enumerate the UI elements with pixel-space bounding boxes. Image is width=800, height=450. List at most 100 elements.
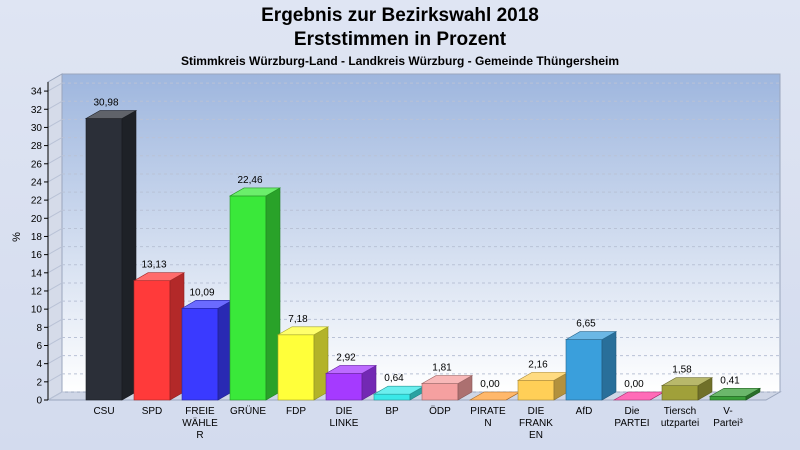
- bar-front: [517, 380, 555, 401]
- bar-front: [277, 334, 315, 401]
- x-tick-label: DIE FRANK EN: [519, 406, 553, 441]
- gridline-side: [47, 264, 63, 274]
- x-tick-label: DIE LINKE: [330, 406, 359, 429]
- bar-top: [132, 272, 186, 282]
- data-label: 2,16: [528, 359, 548, 370]
- x-tick-label: CSU: [93, 406, 114, 417]
- data-label: 6,65: [576, 319, 596, 330]
- data-label: 10,09: [189, 287, 214, 298]
- x-tick-label: BP: [385, 406, 399, 417]
- bar-front: [133, 280, 171, 401]
- data-label: 7,18: [288, 314, 308, 325]
- y-axis-label: %: [11, 232, 23, 242]
- data-label: 0,41: [720, 375, 740, 386]
- bar-top: [660, 377, 714, 386]
- data-label: 30,98: [93, 98, 118, 109]
- gridline-side: [47, 209, 63, 219]
- bar-front: [421, 383, 459, 401]
- bar: [276, 326, 330, 401]
- y-tick-label: 26: [31, 159, 43, 170]
- chart-title-line-2: Erststimmen in Prozent: [293, 29, 507, 50]
- bar: [372, 385, 426, 401]
- bar: [228, 187, 282, 401]
- chart-subtitle: Stimmkreis Würzburg-Land - Landkreis Wür…: [180, 54, 620, 68]
- data-label: 1,58: [672, 365, 692, 376]
- data-label: 1,81: [432, 363, 452, 374]
- gridline-side: [47, 318, 63, 328]
- bar: [324, 364, 378, 401]
- y-tick-label: 14: [31, 268, 43, 279]
- data-label: 0,00: [480, 379, 500, 390]
- bar-front: [181, 308, 219, 401]
- x-tick-label: V-Partei³: [713, 406, 743, 429]
- y-tick-label: 12: [31, 286, 43, 297]
- x-tick-label: Tiersch utzpartei: [661, 406, 699, 429]
- y-tick-label: 34: [31, 87, 43, 98]
- data-label: 13,13: [141, 260, 166, 271]
- y-tick-label: 0: [36, 396, 42, 407]
- gridline-side: [47, 173, 63, 183]
- gridline-side: [47, 337, 63, 346]
- bar-front: [229, 195, 267, 401]
- bar: [132, 272, 186, 401]
- bar-top: [708, 387, 762, 397]
- y-tick-label: 8: [36, 323, 42, 334]
- bar-top: [564, 331, 618, 340]
- x-tick-label: ÖDP: [429, 405, 451, 417]
- bar-top: [228, 187, 282, 197]
- y-tick-label: 20: [31, 214, 43, 225]
- gridline-side: [47, 82, 63, 92]
- y-tick-label: 32: [31, 105, 43, 116]
- x-tick-label: FREIE WÄHLE R: [182, 406, 218, 441]
- gridline-side: [47, 300, 63, 310]
- bar-top: [276, 326, 330, 336]
- x-tick-label: GRÜNE: [230, 405, 266, 417]
- bar: [564, 331, 618, 401]
- x-tick-label: AfD: [576, 406, 593, 417]
- bar-front: [565, 339, 603, 401]
- bar-top: [84, 110, 138, 119]
- y-tick-label: 4: [36, 359, 42, 370]
- x-tick-label: SPD: [142, 406, 163, 417]
- gridline-side: [47, 355, 63, 365]
- bar-front: [709, 395, 747, 401]
- x-tick-label: Die PARTEI: [614, 406, 649, 429]
- x-tick-label: PIRATE N: [470, 406, 506, 429]
- gridline-side: [47, 373, 63, 383]
- gridline-side: [47, 246, 63, 256]
- bar-front: [85, 118, 123, 401]
- bar-top: [324, 365, 378, 374]
- chart-title: Ergebnis zur Bezirkswahl 2018: [261, 5, 539, 26]
- y-tick-label: 16: [31, 250, 43, 261]
- y-tick-label: 30: [31, 123, 43, 134]
- data-label: 0,00: [624, 379, 644, 390]
- data-label: 22,46: [237, 175, 262, 186]
- bar-front: [373, 393, 411, 401]
- gridline-side: [47, 137, 63, 147]
- gridline-side: [47, 118, 63, 128]
- data-label: 0,64: [384, 373, 404, 384]
- bar: [660, 377, 714, 401]
- y-tick-label: 18: [31, 232, 43, 243]
- bar: [180, 299, 234, 401]
- bar-top: [420, 375, 474, 384]
- bar-front: [325, 373, 363, 401]
- bar: [84, 110, 138, 401]
- gridline-side: [47, 191, 63, 201]
- gridline-side: [47, 228, 63, 237]
- bar: [516, 371, 570, 401]
- bar: [708, 387, 762, 401]
- data-label: 2,92: [336, 352, 356, 363]
- y-tick-label: 2: [36, 377, 42, 388]
- gridline-side: [47, 100, 63, 110]
- bar: [420, 375, 474, 401]
- y-tick-label: 24: [31, 177, 43, 188]
- y-tick-label: 28: [31, 141, 43, 152]
- y-tick-label: 22: [31, 196, 43, 207]
- bar-side: [601, 331, 617, 401]
- y-tick-label: 10: [31, 305, 43, 316]
- gridline-side: [47, 155, 63, 165]
- gridline-side: [47, 391, 63, 401]
- y-tick-label: 6: [36, 341, 42, 352]
